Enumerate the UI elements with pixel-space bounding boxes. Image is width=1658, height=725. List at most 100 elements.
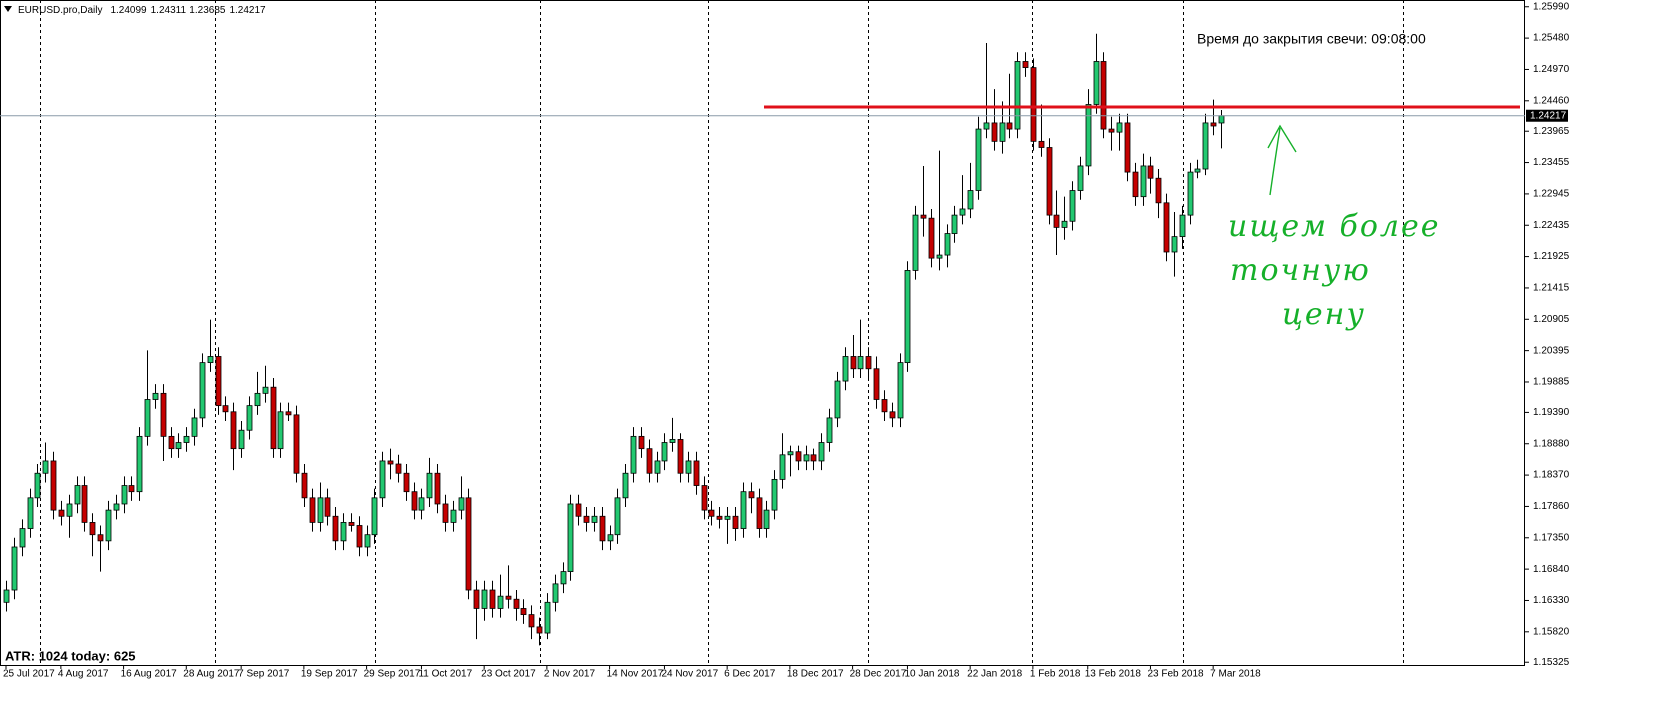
- y-tick-label: 1.16840: [1533, 564, 1570, 575]
- candle-body: [951, 214, 958, 234]
- candle-body: [152, 392, 159, 400]
- candle-body: [1069, 190, 1076, 222]
- candle-timer: Время до закрытия свечи: 09:08:00: [1197, 31, 1426, 47]
- y-tick-label: 1.22435: [1533, 220, 1570, 231]
- candle-body: [50, 460, 57, 511]
- candle-body: [254, 392, 261, 407]
- candle-body: [1006, 122, 1013, 130]
- x-tick-label: 16 Aug 2017: [121, 669, 178, 680]
- candle-body: [967, 190, 974, 210]
- candle-body: [121, 485, 128, 505]
- candle-body: [560, 571, 567, 585]
- candle-body: [1022, 61, 1029, 69]
- candle-body: [1140, 165, 1147, 198]
- candle-body: [810, 454, 817, 462]
- candle-body: [528, 614, 535, 628]
- y-tick-label: 1.23455: [1533, 157, 1570, 168]
- candle-body: [983, 122, 990, 130]
- candle-body: [959, 208, 966, 216]
- candle-body: [1210, 122, 1217, 127]
- candle-body: [371, 497, 378, 536]
- candle-body: [42, 460, 49, 474]
- candle-body: [207, 356, 214, 364]
- candle-body: [881, 399, 888, 413]
- candle-body: [348, 522, 355, 526]
- y-tick-label: 1.23965: [1533, 126, 1570, 137]
- candle-body: [136, 435, 143, 493]
- candle-body: [1163, 202, 1170, 253]
- candle-body: [513, 598, 520, 609]
- candle-body: [708, 509, 715, 517]
- y-tick-label: 1.18880: [1533, 438, 1570, 449]
- x-tick-label: 1 Feb 2018: [1030, 669, 1081, 680]
- candle-body: [1116, 122, 1123, 133]
- candle-body: [520, 608, 527, 616]
- candle-body: [677, 439, 684, 474]
- candle-body: [756, 497, 763, 529]
- candle-body: [661, 442, 668, 462]
- x-tick-label: 14 Nov 2017: [607, 669, 664, 680]
- candle-body: [724, 515, 731, 520]
- candle-body: [222, 405, 229, 413]
- candle-body: [1155, 177, 1162, 204]
- header-icon: [4, 6, 12, 12]
- candle-body: [458, 497, 465, 511]
- candle-body: [364, 534, 371, 548]
- candle-body: [1085, 104, 1092, 167]
- chart-header: EURUSD.pro,Daily 1.24099 1.24311 1.23685 1.2…: [18, 5, 266, 16]
- candle-body: [693, 460, 700, 486]
- candle-body: [1053, 214, 1060, 228]
- candle-body: [889, 411, 896, 419]
- candle-body: [465, 497, 472, 591]
- x-tick-label: 18 Dec 2017: [787, 669, 844, 680]
- symbol: EURUSD.pro,Daily: [18, 5, 102, 16]
- candle-body: [277, 411, 284, 450]
- x-tick-label: 2 Nov 2017: [544, 669, 596, 680]
- x-tick-label: 28 Dec 2017: [850, 669, 907, 680]
- x-tick-label: 11 Oct 2017: [418, 669, 472, 680]
- candle-body: [3, 589, 10, 603]
- x-tick-label: 19 Sep 2017: [301, 669, 358, 680]
- candle-body: [1077, 165, 1084, 191]
- candle-body: [27, 497, 34, 529]
- candle-body: [1187, 171, 1194, 216]
- candle-body: [489, 589, 496, 609]
- candle-body: [740, 491, 747, 529]
- low-value: 1.23685: [189, 5, 226, 16]
- candle-body: [685, 460, 692, 474]
- y-tick-label: 1.17860: [1533, 501, 1570, 512]
- candle-body: [293, 414, 300, 474]
- candle-body: [865, 356, 872, 370]
- candle-body: [434, 472, 441, 505]
- candle-body: [230, 411, 237, 450]
- candle-body: [1046, 147, 1053, 216]
- candle-body: [1194, 168, 1201, 173]
- candle-body: [873, 368, 880, 400]
- candle-body: [857, 356, 864, 370]
- candle-body: [1132, 171, 1139, 198]
- candle-body: [379, 460, 386, 499]
- candle-body: [1014, 61, 1021, 130]
- candle-body: [246, 405, 253, 431]
- annotation-text: цену: [1282, 297, 1366, 332]
- x-tick-label: 22 Jan 2018: [967, 669, 1022, 680]
- candle-body: [1147, 165, 1154, 179]
- candle-body: [591, 515, 598, 523]
- candle-body: [497, 595, 504, 609]
- candle-body: [599, 515, 606, 542]
- candle-body: [567, 503, 574, 572]
- candle-body: [340, 522, 347, 542]
- candle-body: [411, 491, 418, 511]
- candle-body: [113, 503, 120, 511]
- candle-body: [144, 399, 151, 437]
- candle-body: [834, 380, 841, 419]
- candle-body: [324, 497, 331, 517]
- candle-body: [387, 460, 394, 465]
- candle-body: [1030, 67, 1037, 142]
- candle-body: [128, 485, 135, 493]
- y-tick-label: 1.16330: [1533, 595, 1570, 606]
- candle-body: [442, 503, 449, 523]
- candle-body: [716, 515, 723, 520]
- candle-body: [168, 435, 175, 450]
